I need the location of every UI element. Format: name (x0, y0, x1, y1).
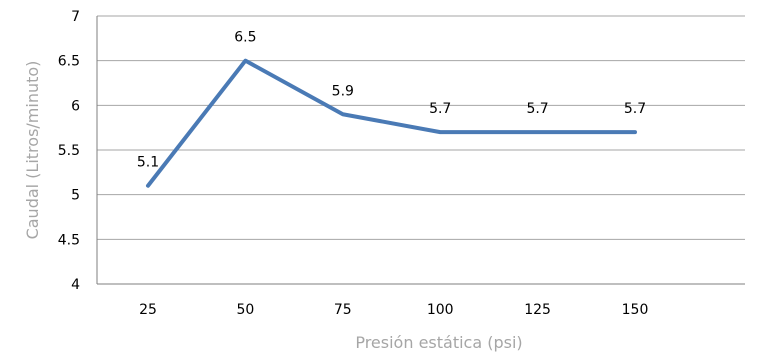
x-tick-label: 100 (427, 302, 454, 318)
x-tick-label: 25 (139, 302, 157, 318)
y-tick-label: 5 (71, 188, 80, 204)
x-axis-ticks: 25 50 75 100 125 150 (139, 302, 648, 318)
data-label: 5.1 (137, 155, 159, 171)
x-axis-title: Presión estática (psi) (355, 333, 522, 352)
data-labels: 5.1 6.5 5.9 5.7 5.7 5.7 (137, 30, 646, 171)
x-tick-label: 150 (622, 302, 649, 318)
x-tick-label: 75 (334, 302, 352, 318)
x-tick-label: 125 (524, 302, 551, 318)
y-tick-label: 7 (71, 9, 80, 25)
y-tick-label: 5.5 (58, 143, 80, 159)
y-axis-title: Caudal (Litros/minuto) (23, 61, 42, 240)
data-label: 5.7 (429, 101, 451, 117)
data-label: 5.9 (332, 83, 354, 99)
data-label: 6.5 (234, 30, 256, 46)
x-tick-label: 50 (236, 302, 254, 318)
y-tick-label: 6.5 (58, 54, 80, 70)
y-tick-label: 4 (71, 277, 80, 293)
data-label: 5.7 (526, 101, 548, 117)
data-label: 5.7 (624, 101, 646, 117)
series-lines (146, 58, 637, 188)
y-tick-label: 4.5 (58, 232, 80, 248)
gridlines (96, 15, 745, 285)
y-axis-ticks: 4 4.5 5 5.5 6 6.5 7 (58, 9, 80, 293)
series-line (146, 58, 637, 188)
y-tick-label: 6 (71, 98, 80, 114)
